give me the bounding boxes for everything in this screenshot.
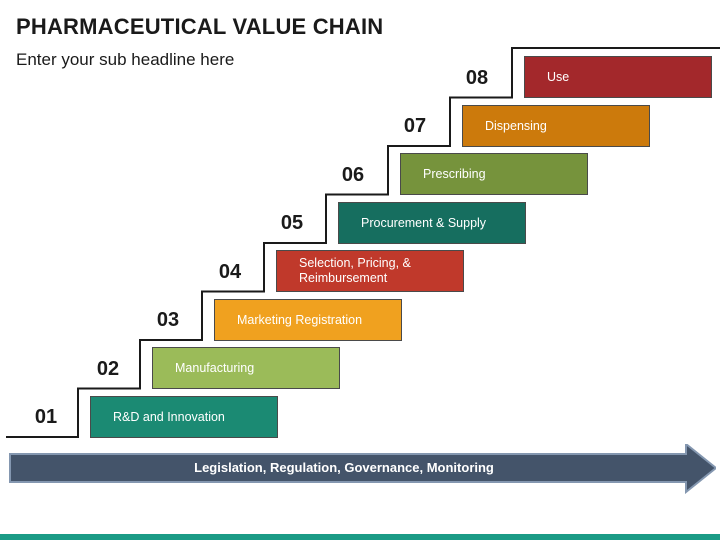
step-label-marketing-registration: Marketing Registration [237, 312, 363, 327]
step-number-07: 07 [403, 115, 427, 137]
step-box-use: Use [524, 56, 712, 98]
step-number-04: 04 [218, 261, 242, 283]
step-number-03: 03 [156, 309, 180, 331]
page-title: PHARMACEUTICAL VALUE CHAIN [16, 14, 384, 39]
step-box-procurement-supply: Procurement & Supply [338, 202, 526, 244]
step-number-01: 01 [34, 406, 58, 428]
step-number-02: 02 [96, 358, 120, 380]
step-label-prescribing: Prescribing [423, 166, 486, 181]
step-box-dispensing: Dispensing [462, 105, 650, 147]
step-box-selection-pricing: Selection, Pricing, & Reimbursement [276, 250, 464, 292]
step-label-procurement-supply: Procurement & Supply [361, 215, 487, 230]
staircase-path [6, 47, 720, 438]
step-box-manufacturing: Manufacturing [152, 347, 340, 389]
arrow-label: Legislation, Regulation, Governance, Mon… [194, 459, 494, 475]
step-box-prescribing: Prescribing [400, 153, 588, 195]
bottom-accent-bar [0, 534, 720, 540]
step-number-06: 06 [341, 164, 365, 186]
step-label-rnd: R&D and Innovation [113, 409, 225, 424]
arrow-banner [9, 444, 716, 494]
step-box-rnd: R&D and Innovation [90, 396, 278, 438]
step-label-manufacturing: Manufacturing [175, 360, 255, 375]
step-label-selection-pricing: Selection, Pricing, & Reimbursement [299, 256, 411, 285]
page-subtitle: Enter your sub headline here [16, 50, 235, 69]
step-box-marketing-registration: Marketing Registration [214, 299, 402, 341]
arrow-shape [9, 444, 716, 494]
step-number-05: 05 [280, 212, 304, 234]
step-label-dispensing: Dispensing [485, 118, 547, 133]
step-number-08: 08 [465, 67, 489, 89]
step-label-use: Use [547, 69, 570, 84]
